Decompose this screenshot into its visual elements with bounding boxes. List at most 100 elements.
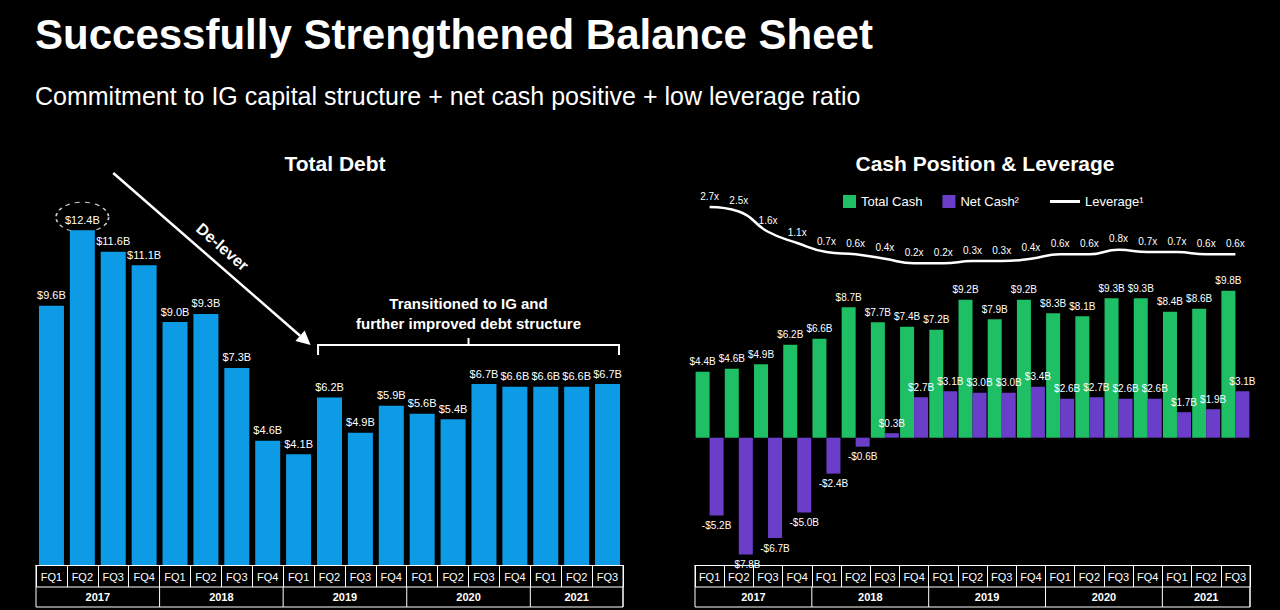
svg-text:FQ1: FQ1: [1166, 571, 1187, 583]
svg-text:FQ4: FQ4: [903, 571, 924, 583]
svg-text:$9.3B: $9.3B: [192, 297, 221, 309]
svg-text:-$7.8B: -$7.8B: [731, 559, 761, 570]
svg-text:Cash Position & Leverage: Cash Position & Leverage: [855, 152, 1114, 175]
svg-text:2017: 2017: [741, 591, 765, 603]
svg-text:$1.9B: $1.9B: [1200, 394, 1226, 405]
svg-text:FQ3: FQ3: [991, 571, 1012, 583]
svg-text:$6.6B: $6.6B: [562, 370, 591, 382]
svg-text:-$2.4B: -$2.4B: [819, 478, 849, 489]
svg-text:Leverage¹: Leverage¹: [1085, 194, 1144, 209]
svg-text:$5.4B: $5.4B: [439, 403, 468, 415]
svg-text:FQ1: FQ1: [288, 571, 309, 583]
svg-text:FQ4: FQ4: [1020, 571, 1041, 583]
svg-text:FQ3: FQ3: [473, 571, 494, 583]
svg-text:2020: 2020: [1092, 591, 1116, 603]
svg-text:$8.7B: $8.7B: [836, 292, 862, 303]
svg-text:0.4x: 0.4x: [1021, 242, 1040, 253]
svg-text:$8.3B: $8.3B: [1040, 298, 1066, 309]
svg-text:$9.3B: $9.3B: [1128, 283, 1154, 294]
svg-text:$11.6B: $11.6B: [96, 235, 130, 247]
svg-text:2020: 2020: [456, 591, 480, 603]
svg-text:$4.4B: $4.4B: [690, 356, 716, 367]
svg-text:$7.4B: $7.4B: [894, 311, 920, 322]
svg-text:0.4x: 0.4x: [875, 242, 894, 253]
svg-text:FQ4: FQ4: [787, 571, 808, 583]
svg-text:Transitioned to IG and: Transitioned to IG and: [389, 295, 547, 312]
svg-text:FQ4: FQ4: [381, 571, 402, 583]
svg-text:$0.3B: $0.3B: [879, 418, 905, 429]
svg-text:$9.2B: $9.2B: [952, 284, 978, 295]
svg-text:0.3x: 0.3x: [963, 245, 982, 256]
svg-text:-$0.6B: -$0.6B: [848, 451, 878, 462]
svg-text:2021: 2021: [1194, 591, 1218, 603]
svg-text:Total Cash: Total Cash: [861, 194, 922, 209]
svg-text:$6.7B: $6.7B: [593, 368, 622, 380]
svg-text:2018: 2018: [858, 591, 882, 603]
svg-text:2.7x: 2.7x: [700, 191, 719, 202]
svg-text:De-lever: De-lever: [193, 220, 252, 274]
svg-text:$3.4B: $3.4B: [1025, 371, 1051, 382]
svg-text:FQ3: FQ3: [1225, 571, 1246, 583]
svg-text:2021: 2021: [564, 591, 588, 603]
svg-text:$4.1B: $4.1B: [284, 438, 313, 450]
svg-text:$6.7B: $6.7B: [470, 368, 499, 380]
svg-text:FQ2: FQ2: [72, 571, 93, 583]
svg-text:FQ1: FQ1: [816, 571, 837, 583]
svg-text:$3.1B: $3.1B: [1229, 376, 1255, 387]
svg-text:$2.6B: $2.6B: [1142, 383, 1168, 394]
svg-text:$6.6B: $6.6B: [531, 370, 560, 382]
svg-text:$1.7B: $1.7B: [1171, 397, 1197, 408]
svg-text:$7.3B: $7.3B: [222, 351, 251, 363]
svg-text:$3.1B: $3.1B: [937, 376, 963, 387]
svg-text:$6.6B: $6.6B: [500, 370, 529, 382]
svg-text:0.6x: 0.6x: [1197, 238, 1216, 249]
svg-text:$5.6B: $5.6B: [408, 397, 437, 409]
svg-text:$4.9B: $4.9B: [346, 416, 375, 428]
svg-text:FQ2: FQ2: [962, 571, 983, 583]
svg-text:2019: 2019: [333, 591, 357, 603]
svg-text:FQ2: FQ2: [728, 571, 749, 583]
svg-text:FQ2: FQ2: [566, 571, 587, 583]
svg-text:$4.6B: $4.6B: [719, 353, 745, 364]
svg-text:2.5x: 2.5x: [729, 195, 748, 206]
svg-text:Total Debt: Total Debt: [284, 152, 385, 175]
svg-text:FQ1: FQ1: [41, 571, 62, 583]
svg-text:FQ3: FQ3: [597, 571, 618, 583]
svg-text:FQ3: FQ3: [1108, 571, 1129, 583]
svg-text:FQ1: FQ1: [411, 571, 432, 583]
svg-text:$6.2B: $6.2B: [777, 329, 803, 340]
svg-text:$9.0B: $9.0B: [161, 306, 190, 318]
svg-text:$4.6B: $4.6B: [253, 424, 282, 436]
svg-text:0.7x: 0.7x: [817, 236, 836, 247]
svg-text:FQ2: FQ2: [1079, 571, 1100, 583]
svg-text:$3.0B: $3.0B: [996, 377, 1022, 388]
svg-text:FQ1: FQ1: [699, 571, 720, 583]
svg-text:$4.9B: $4.9B: [748, 349, 774, 360]
svg-text:2018: 2018: [209, 591, 233, 603]
svg-text:$5.9B: $5.9B: [377, 389, 406, 401]
svg-text:FQ2: FQ2: [845, 571, 866, 583]
svg-text:0.6x: 0.6x: [846, 238, 865, 249]
svg-text:2017: 2017: [86, 591, 110, 603]
svg-text:0.7x: 0.7x: [1168, 236, 1187, 247]
svg-text:$7.9B: $7.9B: [982, 304, 1008, 315]
svg-text:Commitment to IG capital struc: Commitment to IG capital structure + net…: [35, 82, 860, 110]
svg-text:0.3x: 0.3x: [992, 245, 1011, 256]
svg-text:-$5.2B: -$5.2B: [702, 520, 732, 531]
svg-text:0.6x: 0.6x: [1226, 238, 1245, 249]
svg-text:FQ2: FQ2: [319, 571, 340, 583]
svg-text:1.1x: 1.1x: [788, 227, 807, 238]
svg-text:FQ4: FQ4: [1137, 571, 1158, 583]
svg-text:2019: 2019: [975, 591, 999, 603]
svg-text:-$5.0B: -$5.0B: [790, 517, 820, 528]
svg-text:FQ2: FQ2: [1195, 571, 1216, 583]
svg-text:FQ4: FQ4: [133, 571, 154, 583]
svg-text:0.2x: 0.2x: [934, 247, 953, 258]
svg-text:$2.6B: $2.6B: [1054, 383, 1080, 394]
svg-text:$2.7B: $2.7B: [1083, 382, 1109, 393]
svg-text:FQ3: FQ3: [350, 571, 371, 583]
svg-text:0.6x: 0.6x: [1080, 238, 1099, 249]
svg-text:further improved debt structur: further improved debt structure: [356, 315, 581, 332]
svg-text:$9.3B: $9.3B: [1098, 283, 1124, 294]
svg-text:$3.0B: $3.0B: [966, 377, 992, 388]
